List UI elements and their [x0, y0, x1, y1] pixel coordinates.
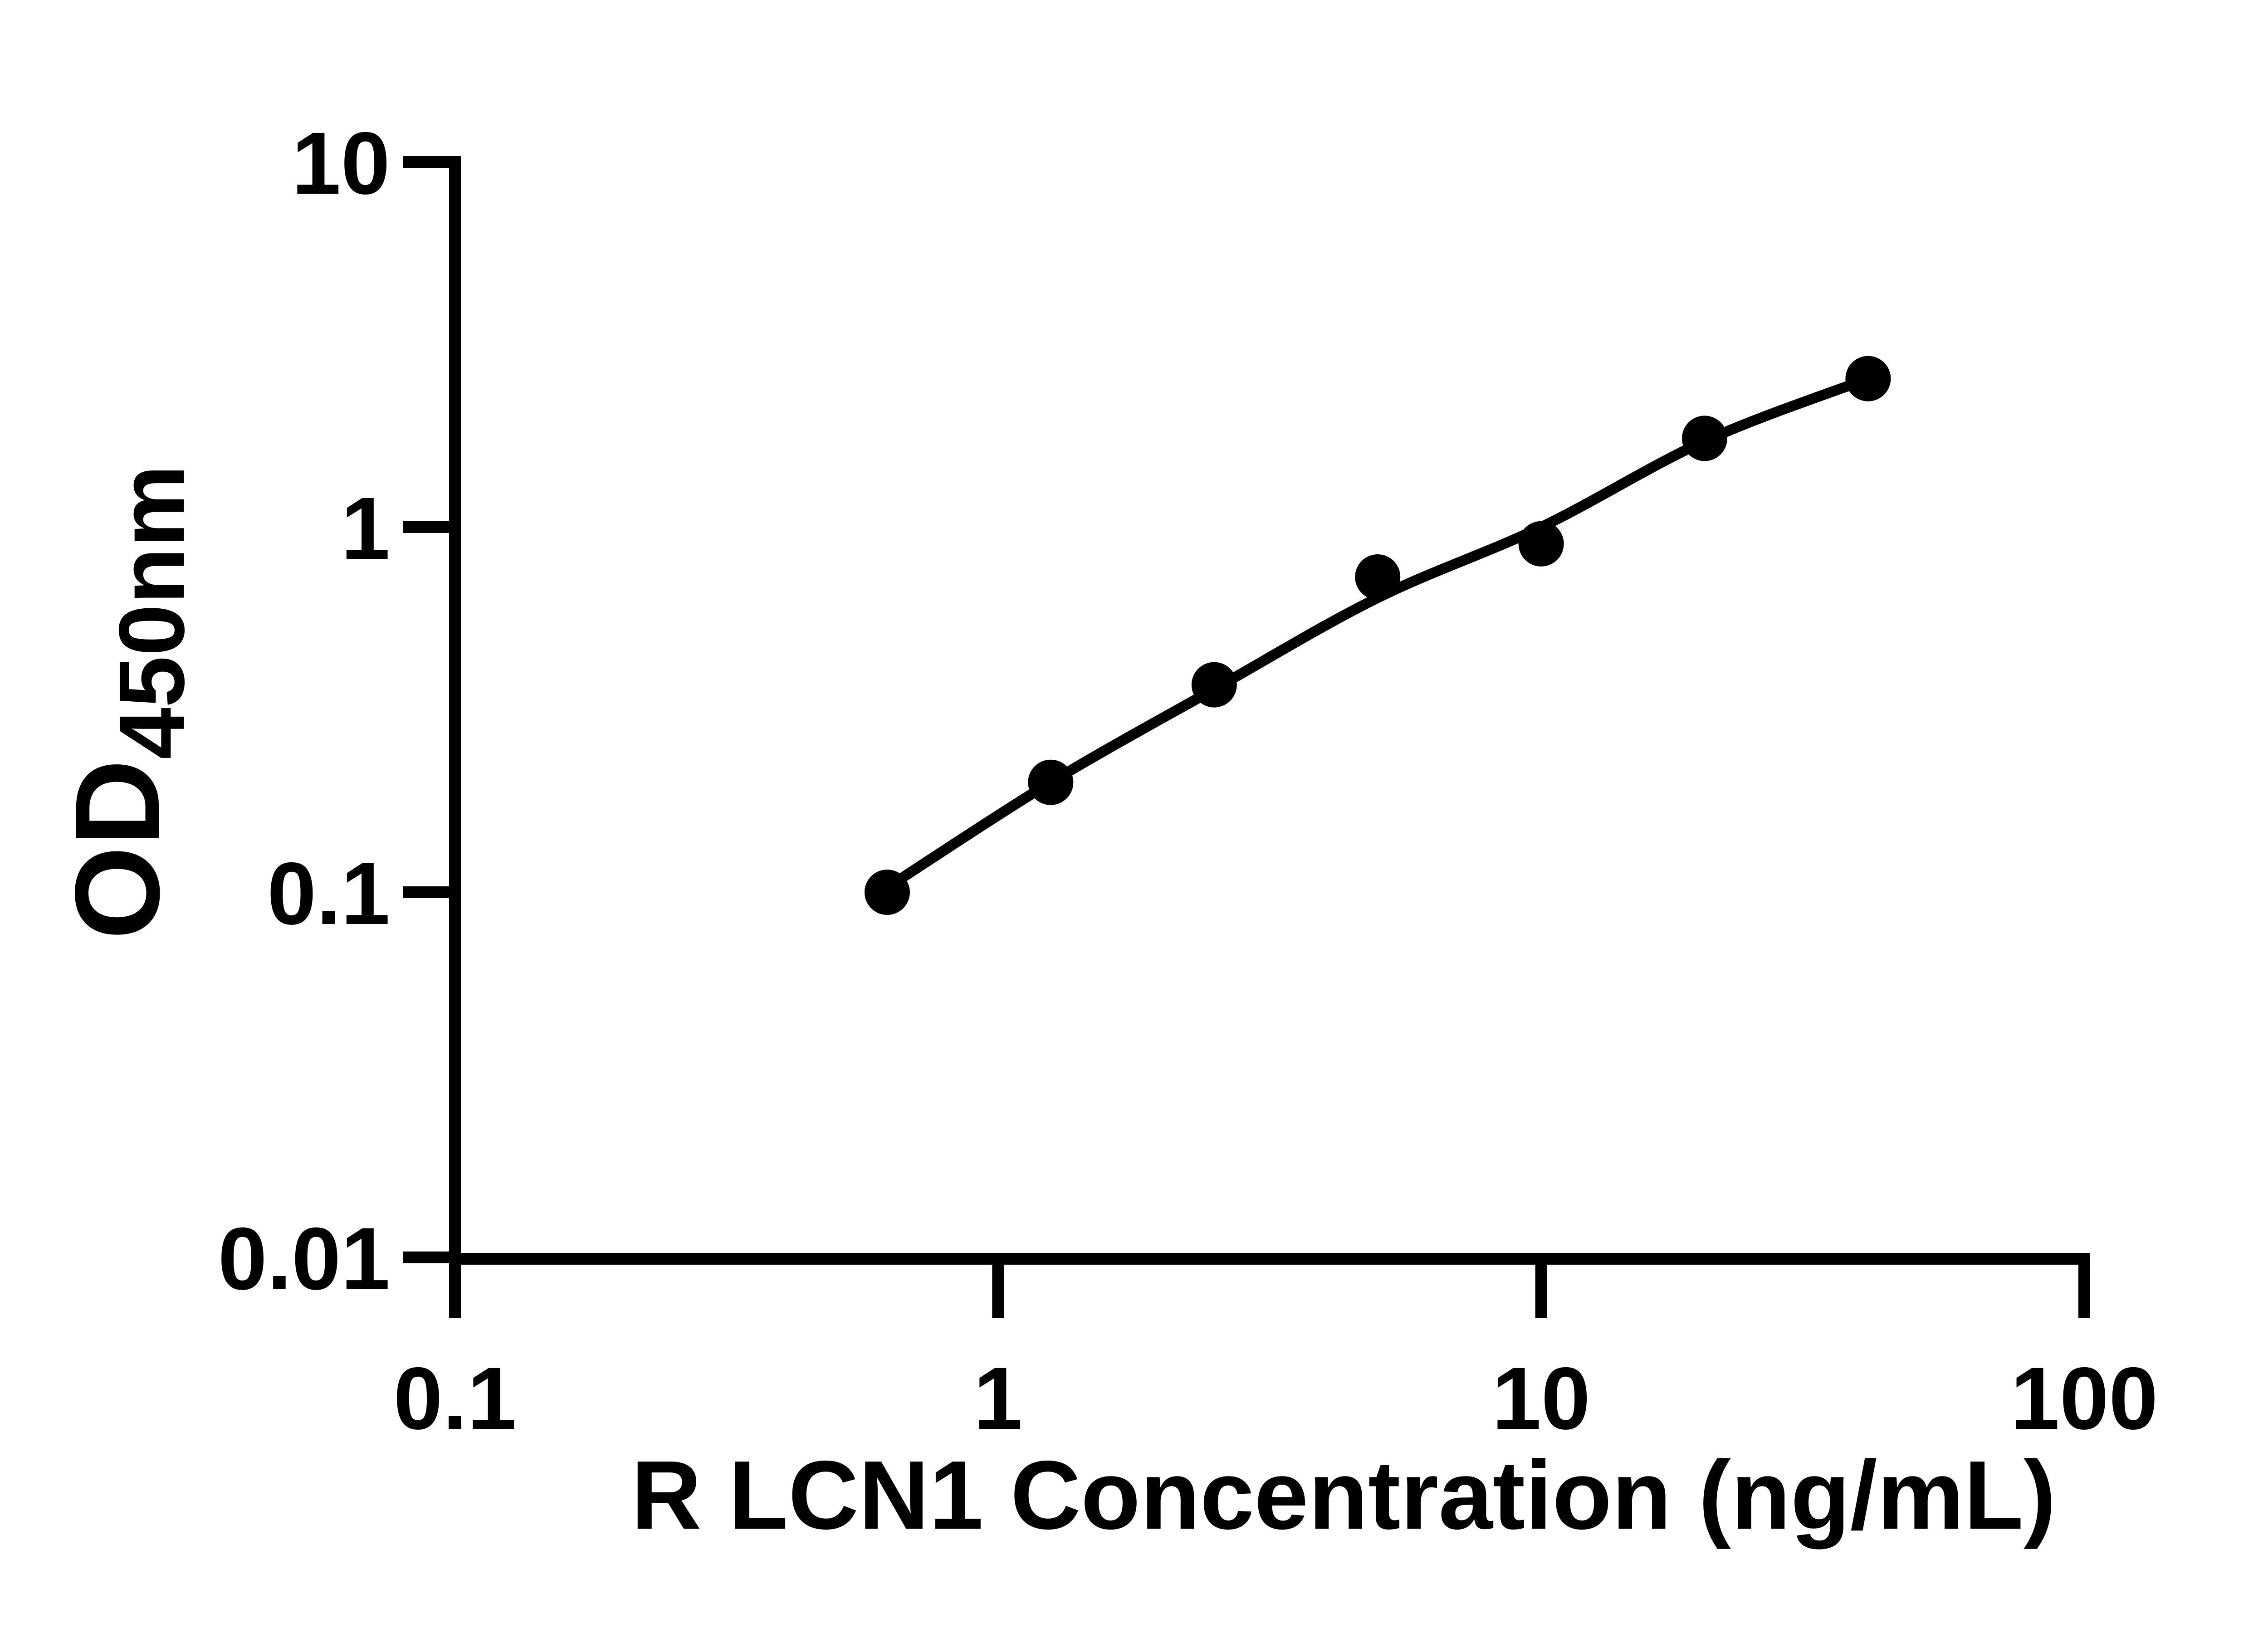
data-point-2.5ng-ml [1191, 662, 1237, 708]
y-tick-label-1: 1 [341, 479, 390, 578]
data-point-20ng-ml [1682, 416, 1727, 461]
x-axis-tick-labels: 0.1 1 10 100 [393, 1349, 2158, 1448]
y-tick-label-0.01: 0.01 [218, 1209, 390, 1308]
data-point-40ng-ml [1845, 356, 1891, 401]
y-tick-label-10: 10 [292, 114, 390, 213]
data-point-5ng-ml [1355, 554, 1401, 600]
y-axis-ticks [403, 156, 455, 1263]
data-point-0.625ng-ml [864, 870, 910, 915]
y-axis-title-main: OD [50, 759, 185, 940]
data-point-10ng-ml [1518, 521, 1564, 567]
y-axis-title: OD450nm [50, 464, 204, 939]
x-tick-label-10: 10 [1492, 1349, 1590, 1448]
y-tick-label-0.1: 0.1 [267, 844, 390, 943]
x-tick-label-100: 100 [2010, 1349, 2158, 1448]
data-point-1.25ng-ml [1028, 759, 1074, 805]
svg-text:OD450nm: OD450nm [50, 464, 204, 939]
x-tick-label-0.1: 0.1 [393, 1349, 516, 1448]
fit-curve-line [882, 373, 1873, 893]
x-tick-label-1: 1 [973, 1349, 1022, 1448]
axes [449, 156, 2090, 1265]
y-axis-tick-labels: 10 1 0.1 0.01 [218, 114, 390, 1308]
x-axis-title: R LCN1 Concentration (ng/mL) [631, 1440, 2056, 1550]
x-axis-ticks [449, 1259, 2090, 1318]
data-points [864, 356, 1891, 915]
y-axis-title-subscript: 450nm [100, 464, 204, 759]
